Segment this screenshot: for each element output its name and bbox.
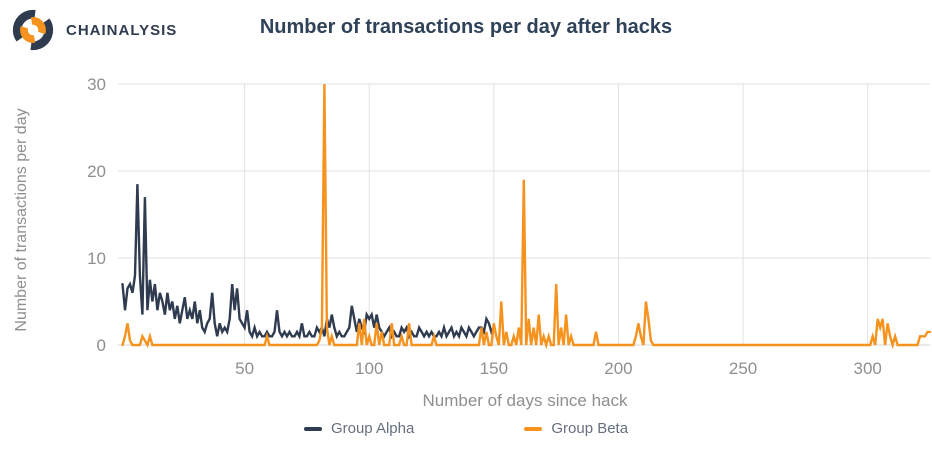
group-beta-line <box>121 83 932 350</box>
legend-item-group-beta: Group Beta <box>524 420 628 437</box>
group-alpha-swatch-icon <box>303 426 322 431</box>
page-title: Number of transactions per day after hac… <box>259 16 673 38</box>
y-tick-label: 0 <box>97 336 106 355</box>
x-tick-label: 100 <box>355 359 383 378</box>
x-axis-title: Number of days since hack <box>422 391 628 410</box>
legend-item-group-alpha: Group Alpha <box>303 420 415 437</box>
series-lines <box>121 83 932 350</box>
y-tick-label: 10 <box>87 249 106 268</box>
brand-name: CHAINALYSIS <box>66 21 178 39</box>
header: CHAINALYSIS Number of transactions per d… <box>0 0 932 60</box>
y-tick-label: 30 <box>87 75 106 94</box>
legend-label: Group Beta <box>551 420 629 437</box>
y-tick-label: 20 <box>87 162 106 181</box>
legend: Group Alpha Group Beta <box>0 420 932 437</box>
chart-area: 0 10 20 30 50 100 150 200 250 300 Number of days … <box>0 60 932 412</box>
chart-canvas: 0 10 20 30 50 100 150 200 250 300 Number of days … <box>13 75 932 410</box>
brand: CHAINALYSIS <box>10 7 177 53</box>
x-tick-label: 300 <box>854 359 882 378</box>
tick-labels: 0 10 20 30 50 100 150 200 250 300 <box>87 75 882 378</box>
chainalysis-logo-icon <box>12 9 54 51</box>
group-alpha-line <box>121 184 495 340</box>
x-tick-label: 50 <box>235 359 254 378</box>
x-tick-label: 200 <box>604 359 632 378</box>
y-axis-title: Number of transactions per day <box>13 108 30 331</box>
x-tick-label: 150 <box>480 359 508 378</box>
x-tick-label: 250 <box>729 359 757 378</box>
legend-label: Group Alpha <box>330 420 415 437</box>
group-beta-swatch-icon <box>524 426 543 431</box>
